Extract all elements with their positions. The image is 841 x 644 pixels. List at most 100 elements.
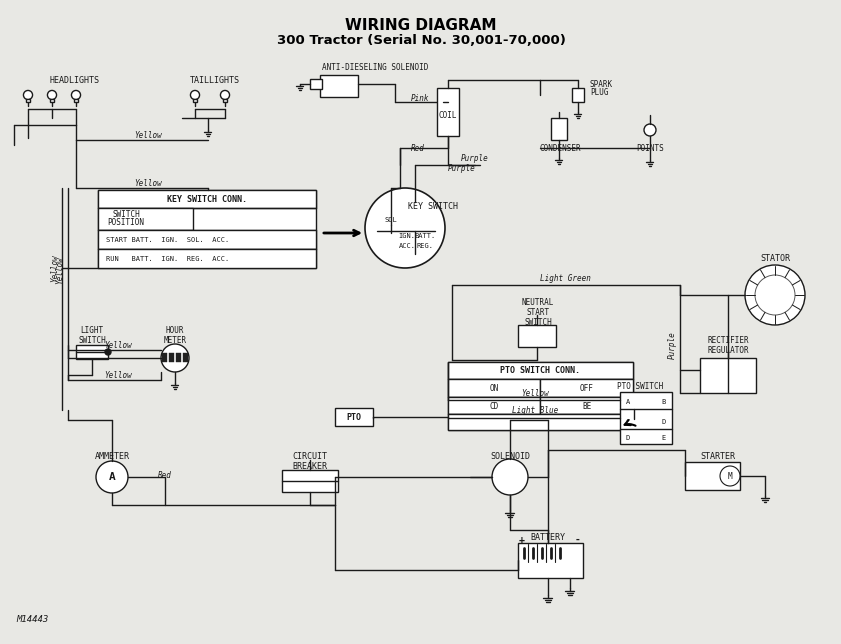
Text: TAILLIGHTS: TAILLIGHTS	[190, 75, 240, 84]
Text: CIRCUIT: CIRCUIT	[293, 451, 327, 460]
Bar	[448, 362, 633, 379]
Text: BE: BE	[582, 401, 591, 410]
Text: PTO: PTO	[346, 413, 362, 422]
Text: A: A	[108, 472, 115, 482]
Circle shape	[755, 275, 795, 315]
Text: A: A	[626, 399, 630, 405]
Circle shape	[745, 265, 805, 325]
Text: KEY SWITCH CONN.: KEY SWITCH CONN.	[167, 194, 247, 204]
Text: LIGHT: LIGHT	[81, 325, 103, 334]
Circle shape	[190, 90, 199, 100]
Bar	[310, 79, 322, 89]
Bar	[620, 392, 672, 444]
Text: CD: CD	[489, 401, 499, 410]
Text: ANTI-DIESELING SOLENOID: ANTI-DIESELING SOLENOID	[322, 62, 428, 71]
Text: Purple: Purple	[668, 331, 676, 359]
Text: Yellow: Yellow	[134, 131, 161, 140]
Text: +: +	[519, 535, 525, 545]
Bar	[448, 362, 633, 430]
Text: PTO SWITCH CONN.: PTO SWITCH CONN.	[500, 366, 580, 375]
Text: BATT.: BATT.	[415, 233, 436, 239]
Text: Red: Red	[158, 471, 172, 480]
Text: D: D	[626, 435, 630, 441]
Bar	[98, 230, 316, 249]
Text: SPARK: SPARK	[590, 79, 613, 88]
Text: Yellow: Yellow	[50, 254, 60, 282]
Bar	[320, 75, 358, 97]
Bar	[448, 414, 633, 430]
Text: Light Blue: Light Blue	[512, 406, 558, 415]
Bar	[98, 190, 316, 208]
Bar	[541, 397, 633, 414]
Text: START: START	[526, 307, 549, 316]
Text: WIRING DIAGRAM: WIRING DIAGRAM	[346, 18, 497, 33]
Text: POINTS: POINTS	[636, 144, 664, 153]
Text: Yellow: Yellow	[104, 341, 132, 350]
Text: NEUTRAL: NEUTRAL	[521, 298, 554, 307]
Bar	[541, 379, 633, 397]
Bar	[98, 190, 316, 268]
Bar	[162, 353, 167, 362]
Text: SWITCH: SWITCH	[524, 317, 552, 327]
Bar	[26, 99, 29, 102]
Bar	[518, 543, 583, 578]
Circle shape	[71, 90, 81, 100]
Text: Purple: Purple	[448, 164, 476, 173]
Circle shape	[161, 344, 189, 372]
Text: PTO SWITCH: PTO SWITCH	[617, 381, 663, 390]
Text: Light Green: Light Green	[540, 274, 590, 283]
Text: KEY SWITCH: KEY SWITCH	[408, 202, 458, 211]
Text: HOUR: HOUR	[166, 325, 184, 334]
Bar	[448, 379, 541, 397]
Circle shape	[24, 90, 33, 100]
Text: M14443: M14443	[16, 616, 48, 625]
Text: C: C	[626, 419, 630, 425]
Text: Purple: Purple	[461, 153, 489, 162]
Text: REGULATOR: REGULATOR	[707, 345, 748, 354]
Text: METER: METER	[163, 336, 187, 345]
Circle shape	[47, 90, 56, 100]
Text: OFF: OFF	[579, 383, 594, 392]
Text: -: -	[575, 535, 581, 545]
Text: REG.: REG.	[416, 243, 433, 249]
Circle shape	[492, 459, 528, 495]
Text: M: M	[727, 471, 733, 480]
Bar	[335, 408, 373, 426]
Text: ACC.: ACC.	[399, 243, 415, 249]
Bar	[518, 325, 556, 347]
Circle shape	[105, 349, 111, 355]
Bar	[685, 462, 740, 490]
Bar	[700, 358, 756, 393]
Text: D: D	[662, 419, 666, 425]
Text: CONDENSER: CONDENSER	[539, 144, 581, 153]
Text: SWITCH: SWITCH	[112, 209, 140, 218]
Text: RUN   BATT.  IGN.  REG.  ACC.: RUN BATT. IGN. REG. ACC.	[106, 256, 230, 262]
Bar	[98, 249, 316, 268]
Text: HEADLIGHTS: HEADLIGHTS	[50, 75, 100, 84]
Circle shape	[220, 90, 230, 100]
Text: Yellow: Yellow	[104, 370, 132, 379]
Text: SOL: SOL	[384, 217, 398, 223]
Bar	[76, 345, 108, 359]
Bar	[223, 99, 227, 102]
Text: Red: Red	[411, 144, 425, 153]
Text: AMMETER: AMMETER	[94, 451, 130, 460]
Circle shape	[644, 124, 656, 136]
Bar	[572, 88, 584, 102]
Text: Yellow: Yellow	[521, 388, 549, 397]
Circle shape	[96, 461, 128, 493]
Text: COIL: COIL	[439, 111, 458, 120]
Text: START BATT.  IGN.  SOL.  ACC.: START BATT. IGN. SOL. ACC.	[106, 237, 230, 243]
Bar	[551, 118, 567, 140]
Bar	[169, 353, 174, 362]
Text: Yellow: Yellow	[56, 256, 65, 284]
Text: STARTER: STARTER	[701, 451, 736, 460]
Text: Yellow: Yellow	[134, 178, 161, 187]
Text: POSITION: POSITION	[108, 218, 145, 227]
Text: E: E	[662, 435, 666, 441]
Circle shape	[720, 466, 740, 486]
Bar	[176, 353, 181, 362]
Bar	[193, 99, 197, 102]
Text: ON: ON	[489, 383, 499, 392]
Circle shape	[365, 188, 445, 268]
